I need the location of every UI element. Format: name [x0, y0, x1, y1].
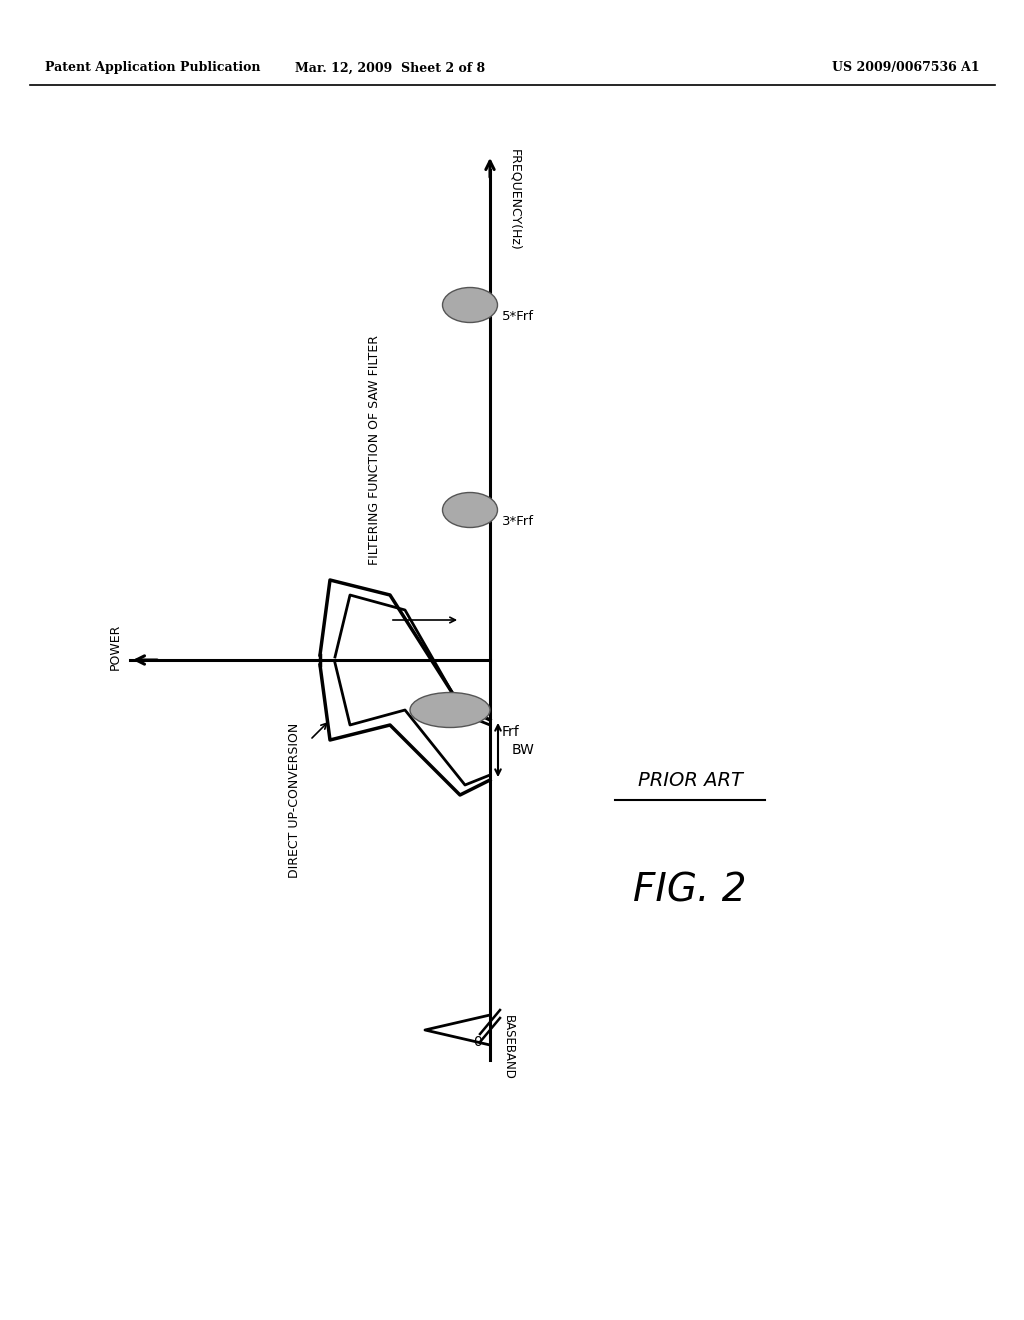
Text: 3*Frf: 3*Frf: [502, 515, 534, 528]
Text: DIRECT UP-CONVERSION: DIRECT UP-CONVERSION: [289, 722, 301, 878]
Ellipse shape: [442, 288, 498, 322]
Text: Frf: Frf: [502, 725, 520, 739]
Text: 0: 0: [473, 1035, 482, 1049]
Text: FIG. 2: FIG. 2: [633, 871, 746, 909]
Text: FILTERING FUNCTION OF SAW FILTER: FILTERING FUNCTION OF SAW FILTER: [369, 335, 382, 565]
Ellipse shape: [442, 492, 498, 528]
Text: BW: BW: [512, 743, 535, 756]
Text: Patent Application Publication: Patent Application Publication: [45, 62, 260, 74]
Text: PRIOR ART: PRIOR ART: [638, 771, 742, 789]
Text: US 2009/0067536 A1: US 2009/0067536 A1: [833, 62, 980, 74]
Text: BASEBAND: BASEBAND: [502, 1015, 515, 1080]
Text: POWER: POWER: [109, 623, 122, 671]
Text: FREQUENCY(Hz): FREQUENCY(Hz): [508, 149, 521, 251]
Text: Mar. 12, 2009  Sheet 2 of 8: Mar. 12, 2009 Sheet 2 of 8: [295, 62, 485, 74]
Text: 5*Frf: 5*Frf: [502, 310, 534, 323]
Ellipse shape: [410, 693, 490, 727]
